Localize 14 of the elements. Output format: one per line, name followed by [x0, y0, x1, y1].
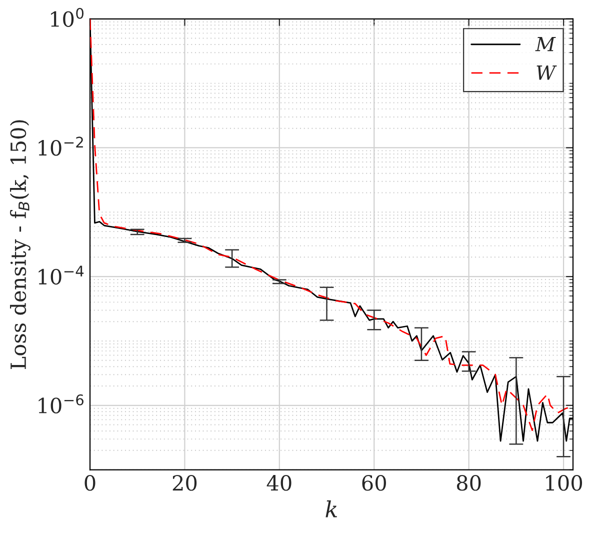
x-tick-label: 60	[362, 475, 386, 491]
y-tick-label: 10$^{−6}$	[38, 394, 84, 414]
legend-label: M	[535, 37, 556, 52]
y-tick-label: 10$^{−2}$	[38, 136, 83, 156]
x-tick-label: 80	[456, 475, 481, 491]
x-tick-label: 100	[546, 475, 582, 491]
legend-label: W	[536, 66, 557, 80]
y-axis-title: Loss density - f$_{B}$(k, 150)	[10, 120, 30, 370]
x-tick-label: 40	[266, 475, 292, 491]
x-tick-label: 20	[172, 475, 197, 491]
x-tick-label: 0	[84, 475, 96, 491]
y-tick-label: 10$^{0}$	[51, 8, 84, 27]
x-axis-title: k	[326, 500, 337, 518]
y-tick-label: 10$^{−4}$	[38, 266, 84, 285]
